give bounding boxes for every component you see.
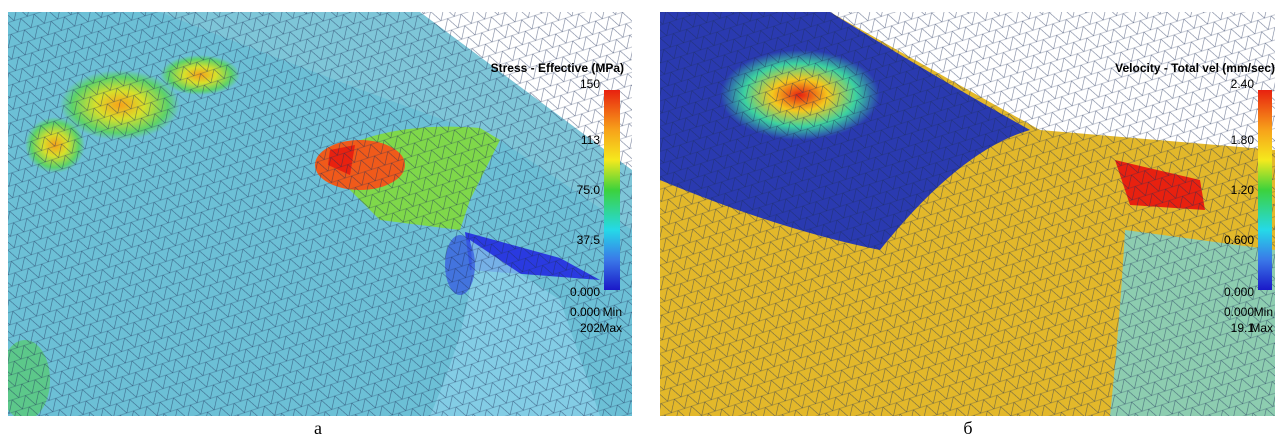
max-label: Max (599, 321, 622, 335)
scale-label: 1.20 (1231, 183, 1255, 197)
min-label: Min (1254, 305, 1273, 319)
scale-label: 150 (580, 77, 600, 91)
scale-label: 37.5 (577, 233, 601, 247)
max-label: Max (1250, 321, 1273, 335)
scale-label: 0.000 (1224, 285, 1254, 299)
min-value: 0.000 (1224, 305, 1254, 319)
colorbar (604, 90, 620, 290)
caption: б (963, 418, 972, 437)
min-value: 0.000 (570, 305, 600, 319)
legend-title: Velocity - Total vel (mm/sec) (1115, 61, 1275, 75)
scale-label: 75.0 (577, 183, 601, 197)
scale-label: 0.600 (1224, 233, 1254, 247)
min-label: Min (603, 305, 622, 319)
max-value: 202 (580, 321, 600, 335)
scale-label: 0.000 (570, 285, 600, 299)
scale-label: 113 (581, 133, 600, 147)
caption: а (314, 418, 322, 437)
scale-label: 2.40 (1231, 77, 1255, 91)
colorbar (1258, 90, 1272, 290)
scale-label: 1.80 (1231, 133, 1255, 147)
legend-title: Stress - Effective (MPa) (491, 61, 624, 75)
figure: Stress - Effective (MPa) 150 113 75.0 37.5 0.… (0, 0, 1278, 437)
